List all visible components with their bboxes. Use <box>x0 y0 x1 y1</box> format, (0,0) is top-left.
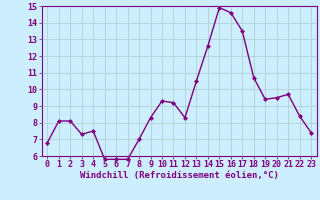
X-axis label: Windchill (Refroidissement éolien,°C): Windchill (Refroidissement éolien,°C) <box>80 171 279 180</box>
